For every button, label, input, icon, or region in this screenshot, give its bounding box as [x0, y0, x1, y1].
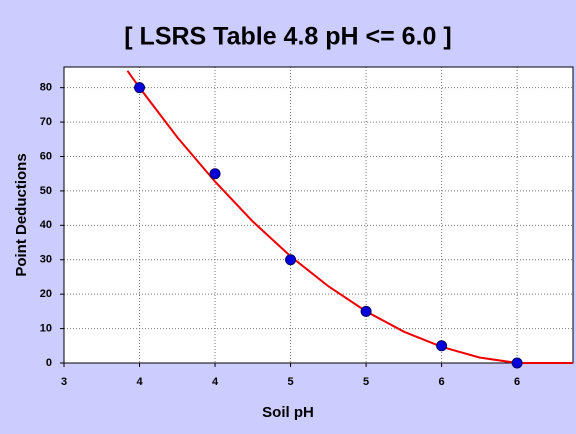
y-tick-label: 80 — [40, 82, 52, 94]
x-tick-label: 6 — [514, 376, 520, 388]
plot-area — [64, 67, 573, 363]
data-point — [134, 82, 146, 94]
data-point — [511, 357, 523, 369]
y-tick-label: 10 — [40, 322, 52, 334]
y-tick-label: 30 — [40, 254, 52, 266]
y-tick-label: 50 — [40, 185, 52, 197]
data-point — [436, 340, 448, 352]
x-tick-label: 4 — [136, 376, 143, 388]
y-tick-label: 0 — [46, 357, 52, 369]
chart-title: [ LSRS Table 4.8 pH <= 6.0 ] — [124, 23, 451, 51]
x-tick-label: 4 — [212, 376, 219, 388]
x-tick-label: 5 — [363, 376, 369, 388]
y-tick-label: 60 — [40, 150, 52, 162]
fit-curve — [126, 70, 573, 364]
data-point — [209, 168, 221, 180]
y-tick-label: 20 — [40, 288, 52, 300]
plot-border — [63, 66, 574, 364]
data-point — [360, 305, 372, 317]
data-point — [285, 254, 297, 266]
x-tick-label: 3 — [61, 376, 67, 388]
y-tick-label: 40 — [40, 219, 52, 231]
y-axis-label: Point Deductions — [13, 153, 30, 276]
x-tick-label: 6 — [439, 376, 445, 388]
x-tick-label: 5 — [287, 376, 293, 388]
x-axis-label: Soil pH — [262, 404, 314, 421]
y-tick-label: 70 — [40, 116, 52, 128]
